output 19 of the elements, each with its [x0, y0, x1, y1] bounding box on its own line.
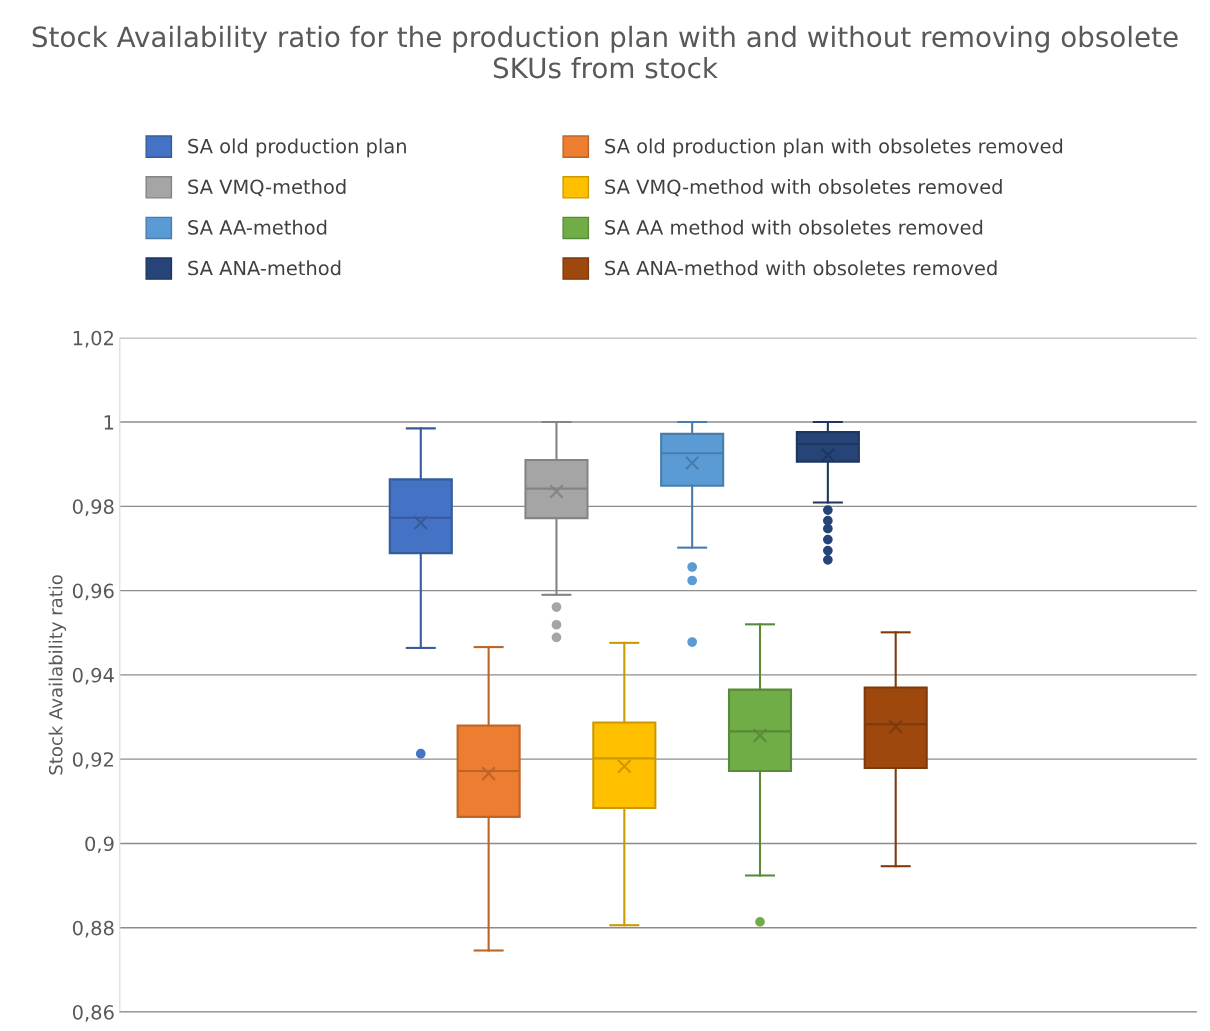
y-tick-label: 0,94	[72, 667, 114, 685]
y-tick-label: 0,86	[72, 1004, 114, 1022]
y-tick-label: 1,02	[73, 330, 113, 348]
chart-title: Stock Availability ratio for the production plan with and without removing obsolete SKUs from stock	[32, 25, 1178, 79]
legend-label: SA AA-method	[188, 219, 327, 235]
legend-label: SA VMQ-method with obsoletes removed	[605, 179, 1002, 197]
legend-label: SA ANA-method	[188, 260, 341, 276]
legend-label: SA AA method with obsoletes removed	[605, 219, 983, 235]
y-axis-title: Stock Availability ratio	[48, 575, 67, 775]
legend-label: SA ANA-method with obsoletes removed	[605, 260, 997, 276]
legend-label: SA old production plan	[188, 138, 406, 158]
y-tick-label: 1	[104, 415, 114, 430]
y-tick-label: 0,92	[72, 752, 113, 769]
legend-label: SA old production plan with obsoletes removed	[605, 138, 1063, 158]
y-tick-label: 0,96	[72, 583, 114, 601]
y-tick-label: 0,88	[72, 920, 114, 938]
y-tick-label: 0,98	[72, 499, 114, 516]
y-tick-label: 0,9	[85, 836, 114, 854]
legend-label: SA VMQ-method	[188, 179, 346, 197]
